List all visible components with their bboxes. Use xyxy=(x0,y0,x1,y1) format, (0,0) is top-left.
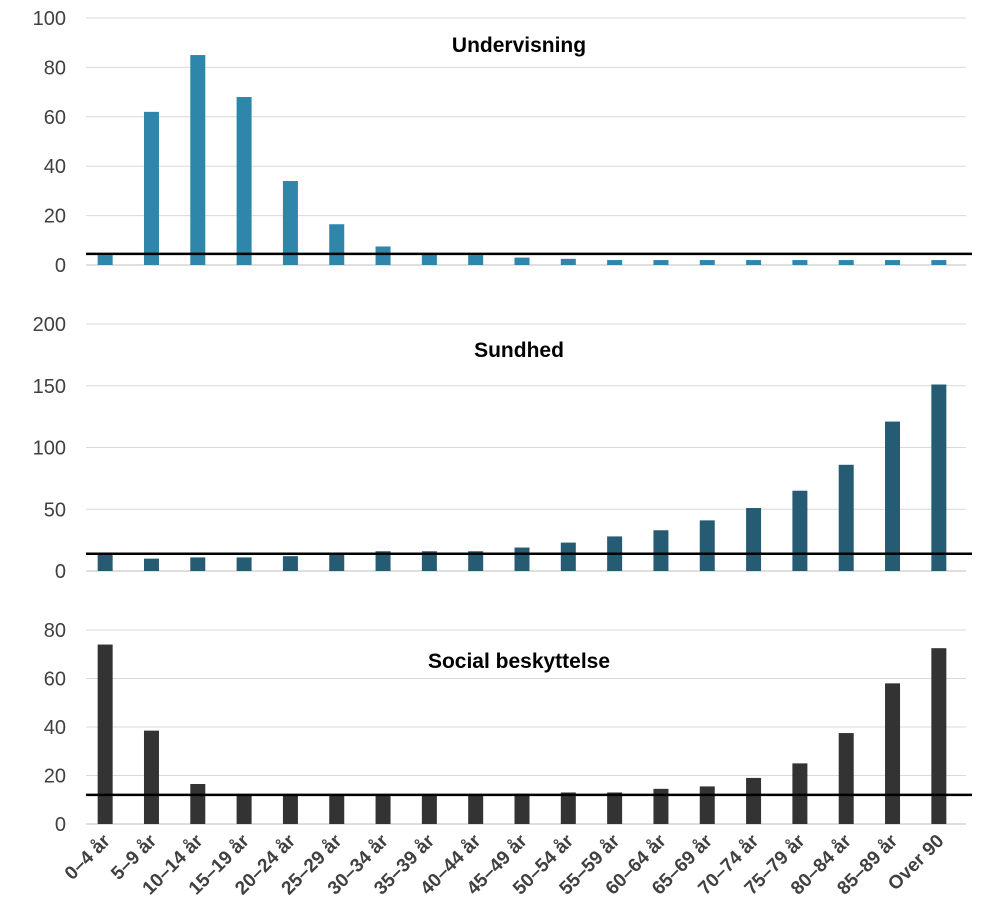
y-tick-label-undervisning: 60 xyxy=(44,107,66,129)
chart-title-social-beskyttelse: Social beskyttelse xyxy=(428,650,610,673)
bar-social-beskyttelse-4 xyxy=(282,794,298,824)
bar-undervisning-14 xyxy=(746,260,762,265)
bar-sundhed-14 xyxy=(746,508,762,571)
x-tick-label: 0–4 år xyxy=(61,830,115,884)
bar-sundhed-1 xyxy=(143,558,159,571)
bar-undervisning-9 xyxy=(514,257,530,265)
bar-sundhed-13 xyxy=(699,520,715,571)
bar-social-beskyttelse-10 xyxy=(560,792,576,824)
bar-sundhed-10 xyxy=(560,542,576,571)
bar-sundhed-0 xyxy=(97,554,113,571)
bar-undervisning-18 xyxy=(931,260,947,265)
bar-social-beskyttelse-5 xyxy=(329,794,345,824)
bar-sundhed-8 xyxy=(468,551,484,571)
bar-sundhed-12 xyxy=(653,530,669,571)
bar-undervisning-1 xyxy=(143,111,159,265)
y-tick-label-undervisning: 40 xyxy=(44,156,66,178)
y-tick-label-sundhed: 100 xyxy=(33,438,66,460)
y-tick-label-sundhed: 200 xyxy=(33,314,66,336)
y-tick-label-sundhed: 50 xyxy=(44,499,66,521)
bar-social-beskyttelse-8 xyxy=(468,794,484,824)
bar-undervisning-15 xyxy=(792,260,808,265)
bar-sundhed-2 xyxy=(190,557,206,571)
bar-sundhed-16 xyxy=(838,464,854,571)
y-tick-label-social-beskyttelse: 0 xyxy=(55,814,66,836)
bar-undervisning-10 xyxy=(560,258,576,265)
bar-undervisning-5 xyxy=(329,224,345,265)
chart-title-undervisning: Undervisning xyxy=(452,34,586,57)
bar-undervisning-4 xyxy=(282,181,298,265)
bar-social-beskyttelse-6 xyxy=(375,794,391,824)
bar-undervisning-17 xyxy=(885,260,901,265)
bar-social-beskyttelse-7 xyxy=(421,794,437,824)
bar-social-beskyttelse-12 xyxy=(653,788,669,824)
bar-undervisning-12 xyxy=(653,260,669,265)
y-tick-label-social-beskyttelse: 40 xyxy=(44,717,66,739)
bar-social-beskyttelse-13 xyxy=(699,786,715,824)
bar-undervisning-13 xyxy=(699,260,715,265)
bar-sundhed-7 xyxy=(421,551,437,571)
y-tick-label-undervisning: 80 xyxy=(44,57,66,79)
y-tick-label-social-beskyttelse: 80 xyxy=(44,620,66,642)
bar-sundhed-6 xyxy=(375,551,391,571)
y-tick-label-undervisning: 20 xyxy=(44,206,66,228)
bar-undervisning-16 xyxy=(838,260,854,265)
bar-social-beskyttelse-3 xyxy=(236,794,252,824)
bar-social-beskyttelse-2 xyxy=(190,783,206,824)
bar-sundhed-3 xyxy=(236,557,252,571)
bar-sundhed-15 xyxy=(792,490,808,571)
bar-undervisning-0 xyxy=(97,255,113,265)
bar-social-beskyttelse-14 xyxy=(746,777,762,824)
bar-social-beskyttelse-18 xyxy=(931,648,947,824)
bar-social-beskyttelse-17 xyxy=(885,683,901,824)
y-tick-label-social-beskyttelse: 20 xyxy=(44,766,66,788)
y-tick-label-sundhed: 0 xyxy=(55,561,66,583)
bar-sundhed-18 xyxy=(931,384,947,571)
chart-title-sundhed: Sundhed xyxy=(474,339,564,362)
bar-sundhed-4 xyxy=(282,556,298,571)
bar-social-beskyttelse-1 xyxy=(143,730,159,824)
y-tick-label-undervisning: 0 xyxy=(55,255,66,277)
bar-sundhed-17 xyxy=(885,421,901,571)
panel-undervisning: 0 20 40 60 80 100 Undervisning xyxy=(33,8,972,277)
bar-sundhed-5 xyxy=(329,554,345,571)
bar-social-beskyttelse-9 xyxy=(514,793,530,824)
bar-undervisning-2 xyxy=(190,55,206,265)
bar-undervisning-8 xyxy=(468,255,484,265)
bar-undervisning-6 xyxy=(375,246,391,265)
bar-social-beskyttelse-16 xyxy=(838,733,854,824)
panel-sundhed: 0 50 100 150 200 Sundhed xyxy=(33,314,972,583)
bar-undervisning-7 xyxy=(421,253,437,265)
bar-social-beskyttelse-0 xyxy=(97,644,113,824)
y-tick-label-undervisning: 100 xyxy=(33,8,66,30)
y-tick-label-social-beskyttelse: 60 xyxy=(44,669,66,691)
bar-social-beskyttelse-11 xyxy=(607,792,623,824)
y-tick-label-sundhed: 150 xyxy=(33,376,66,398)
bar-undervisning-3 xyxy=(236,97,252,265)
bar-undervisning-11 xyxy=(607,260,623,265)
bar-sundhed-9 xyxy=(514,547,530,571)
